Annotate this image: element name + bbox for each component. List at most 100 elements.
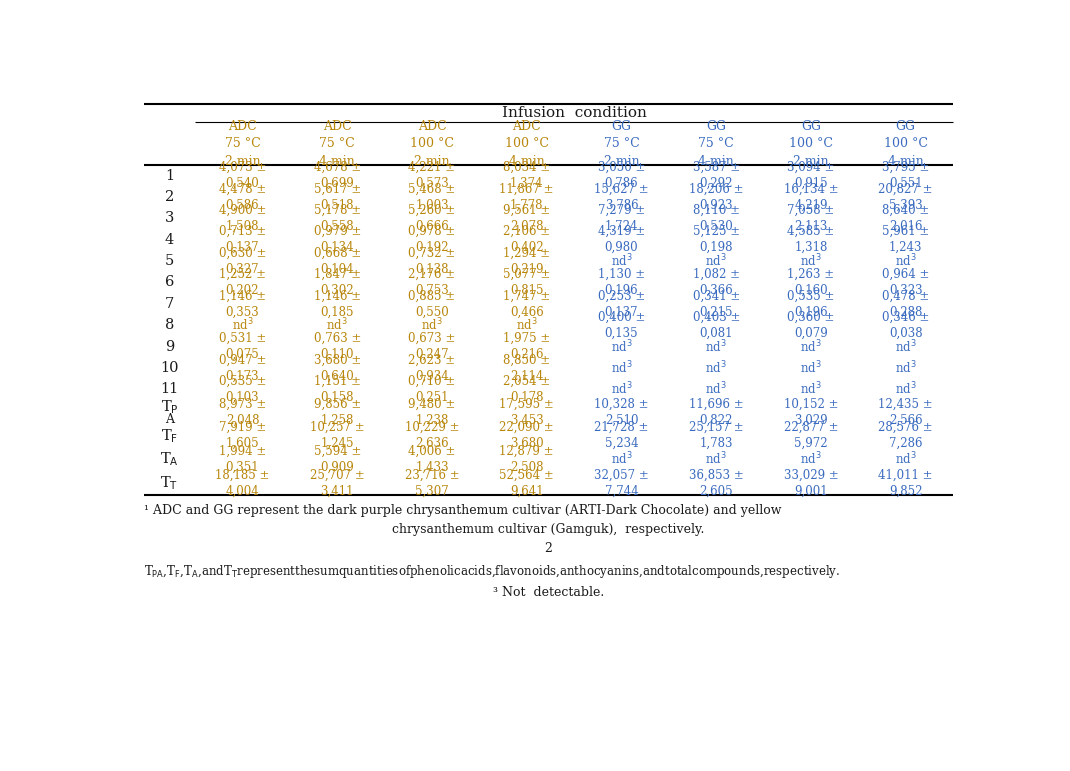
Text: 9,480 ±
1,238: 9,480 ± 1,238 — [409, 397, 456, 426]
Text: 52,564 ±
9,641: 52,564 ± 9,641 — [500, 469, 554, 497]
Text: 1,151 ±
0,158: 1,151 ± 0,158 — [314, 375, 361, 404]
Text: 8,850 ±
2,114: 8,850 ± 2,114 — [503, 353, 550, 382]
Text: ADC
75 °C
2 min: ADC 75 °C 2 min — [225, 120, 260, 167]
Text: nd$^3$: nd$^3$ — [895, 253, 917, 269]
Text: ADC
100 °C
2 min: ADC 100 °C 2 min — [410, 120, 454, 167]
Text: 0,360 ±
0,079: 0,360 ± 0,079 — [788, 311, 835, 340]
Text: 0,341 ±
0,215: 0,341 ± 0,215 — [692, 289, 739, 318]
Text: 2,054 ±
0,178: 2,054 ± 0,178 — [503, 375, 550, 404]
Text: 0,964 ±
0,323: 0,964 ± 0,323 — [882, 268, 930, 297]
Text: 9: 9 — [165, 339, 174, 354]
Text: 0,978 ±
0,192: 0,978 ± 0,192 — [409, 225, 456, 254]
Text: 0,710 ±
0,251: 0,710 ± 0,251 — [409, 375, 456, 404]
Text: nd$^3$: nd$^3$ — [895, 451, 917, 468]
Text: nd$^3$: nd$^3$ — [705, 381, 728, 398]
Text: 18,185 ±
4,004: 18,185 ± 4,004 — [215, 469, 270, 497]
Text: 5,468 ±
1,003: 5,468 ± 1,003 — [409, 183, 456, 211]
Text: ¹ ADC and GG represent the dark purple chrysanthemum cultivar (ARTI-Dark Chocola: ¹ ADC and GG represent the dark purple c… — [143, 504, 781, 517]
Text: nd$^3$: nd$^3$ — [800, 381, 822, 398]
Text: 9,856 ±
1,258: 9,856 ± 1,258 — [314, 397, 361, 426]
Text: GG
75 °C
4 min: GG 75 °C 4 min — [699, 120, 734, 167]
Text: 22,090 ±
3,680: 22,090 ± 3,680 — [500, 421, 554, 450]
Text: 18,206 ±
0,923: 18,206 ± 0,923 — [689, 183, 744, 211]
Text: 0,346 ±
0,038: 0,346 ± 0,038 — [882, 311, 930, 340]
Text: 8,110 ±
0,530: 8,110 ± 0,530 — [692, 204, 739, 233]
Text: 10,328 ±
2,510: 10,328 ± 2,510 — [594, 397, 648, 426]
Text: 22,877 ±
5,972: 22,877 ± 5,972 — [783, 421, 838, 450]
Text: T$_\mathrm{P}$: T$_\mathrm{P}$ — [160, 399, 179, 416]
Text: 5,617 ±
0,518: 5,617 ± 0,518 — [314, 183, 361, 211]
Text: 3,587 ±
0,292: 3,587 ± 0,292 — [692, 161, 739, 190]
Text: 4,585 ±
1,318: 4,585 ± 1,318 — [788, 225, 835, 254]
Text: 0,403 ±
0,081: 0,403 ± 0,081 — [692, 311, 739, 340]
Text: 25,707 ±
3,411: 25,707 ± 3,411 — [310, 469, 365, 497]
Text: ³ Not  detectable.: ³ Not detectable. — [493, 586, 603, 598]
Text: 5,178 ±
0,558: 5,178 ± 0,558 — [314, 204, 361, 233]
Text: nd$^3$: nd$^3$ — [800, 360, 822, 376]
Text: T$_{\mathrm{PA}}$,T$_{\mathrm{F}}$,T$_{\mathrm{A}}$,andT$_{\mathrm{T}}$represent: T$_{\mathrm{PA}}$,T$_{\mathrm{F}}$,T$_{\… — [143, 563, 840, 580]
Text: nd$^3$: nd$^3$ — [611, 360, 632, 376]
Text: 7,279 ±
1,724: 7,279 ± 1,724 — [598, 204, 645, 233]
Text: 4,221 ±
0,573: 4,221 ± 0,573 — [409, 161, 456, 190]
Text: 32,057 ±
7,744: 32,057 ± 7,744 — [594, 469, 648, 497]
Text: 5,594 ±
0,909: 5,594 ± 0,909 — [314, 445, 361, 474]
Text: 0,253 ±
0,137: 0,253 ± 0,137 — [598, 289, 645, 318]
Text: 1,294 ±
0,219: 1,294 ± 0,219 — [503, 247, 550, 275]
Text: 1,994 ±
0,351: 1,994 ± 0,351 — [219, 445, 266, 474]
Text: GG
75 °C
2 min: GG 75 °C 2 min — [603, 120, 640, 167]
Text: 1,975 ±
0,216: 1,975 ± 0,216 — [503, 332, 550, 361]
Text: nd$^3$: nd$^3$ — [326, 317, 348, 334]
Text: 21,728 ±
5,234: 21,728 ± 5,234 — [594, 421, 648, 450]
Text: 0,673 ±
0,247: 0,673 ± 0,247 — [409, 332, 456, 361]
Text: 5,961 ±
1,243: 5,961 ± 1,243 — [882, 225, 930, 254]
Text: T$_\mathrm{T}$: T$_\mathrm{T}$ — [160, 474, 179, 492]
Text: 4,900 ±
1,508: 4,900 ± 1,508 — [218, 204, 266, 233]
Text: 12,879 ±
2,508: 12,879 ± 2,508 — [500, 445, 554, 474]
Text: 4,678 ±
0,699: 4,678 ± 0,699 — [314, 161, 361, 190]
Text: 8,034 ±
1,374: 8,034 ± 1,374 — [503, 161, 550, 190]
Text: 17,595 ±
3,453: 17,595 ± 3,453 — [500, 397, 554, 426]
Text: nd$^3$: nd$^3$ — [231, 317, 254, 334]
Text: 1,263 ±
0,160: 1,263 ± 0,160 — [788, 268, 835, 297]
Text: 15,627 ±
3,786: 15,627 ± 3,786 — [594, 183, 648, 211]
Text: 0,947 ±
0,173: 0,947 ± 0,173 — [218, 353, 266, 382]
Text: nd$^3$: nd$^3$ — [800, 253, 822, 269]
Text: 28,576 ±
7,286: 28,576 ± 7,286 — [878, 421, 933, 450]
Text: 3,680 ±
0,640: 3,680 ± 0,640 — [314, 353, 361, 382]
Text: 7: 7 — [165, 297, 174, 311]
Text: nd$^3$: nd$^3$ — [800, 338, 822, 355]
Text: 2: 2 — [165, 190, 174, 204]
Text: 0,630 ±
0,327: 0,630 ± 0,327 — [218, 247, 266, 275]
Text: nd$^3$: nd$^3$ — [705, 253, 728, 269]
Text: 2,623 ±
0,934: 2,623 ± 0,934 — [409, 353, 456, 382]
Text: GG
100 °C
2 min: GG 100 °C 2 min — [789, 120, 832, 167]
Text: nd$^3$: nd$^3$ — [611, 253, 632, 269]
Text: 1,146 ±
0,185: 1,146 ± 0,185 — [314, 289, 361, 318]
Text: nd$^3$: nd$^3$ — [800, 451, 822, 468]
Text: GG
100 °C
4 min: GG 100 °C 4 min — [884, 120, 928, 167]
Text: 5,260 ±
0,666: 5,260 ± 0,666 — [409, 204, 456, 233]
Text: 12,435 ±
2,566: 12,435 ± 2,566 — [878, 397, 933, 426]
Text: 0,535 ±
0,103: 0,535 ± 0,103 — [218, 375, 266, 404]
Text: nd$^3$: nd$^3$ — [611, 338, 632, 355]
Text: 7,058 ±
2,113: 7,058 ± 2,113 — [788, 204, 835, 233]
Text: 41,011 ±
9,852: 41,011 ± 9,852 — [878, 469, 933, 497]
Text: 1,747 ±
0,466: 1,747 ± 0,466 — [503, 289, 550, 318]
Text: 16,134 ±
4,219: 16,134 ± 4,219 — [783, 183, 838, 211]
Text: 10,257 ±
1,245: 10,257 ± 1,245 — [310, 421, 365, 450]
Text: 1,130 ±
0,196: 1,130 ± 0,196 — [598, 268, 645, 297]
Text: chrysanthemum cultivar (Gamguk),  respectively.: chrysanthemum cultivar (Gamguk), respect… — [393, 523, 704, 536]
Text: T$_\mathrm{F}$: T$_\mathrm{F}$ — [160, 427, 178, 445]
Text: 3: 3 — [165, 211, 174, 225]
Text: A: A — [165, 412, 174, 426]
Text: 8: 8 — [165, 318, 174, 332]
Text: nd$^3$: nd$^3$ — [705, 360, 728, 376]
Text: ADC
100 °C
4 min: ADC 100 °C 4 min — [505, 120, 549, 167]
Text: 1,847 ±
0,302: 1,847 ± 0,302 — [314, 268, 361, 297]
Text: 11,696 ±
0,822: 11,696 ± 0,822 — [689, 397, 744, 426]
Text: 5: 5 — [165, 254, 174, 268]
Text: ADC
75 °C
4 min: ADC 75 °C 4 min — [319, 120, 355, 167]
Text: nd$^3$: nd$^3$ — [895, 360, 917, 376]
Text: 33,029 ±
9,001: 33,029 ± 9,001 — [783, 469, 838, 497]
Text: 9,561 ±
2,078: 9,561 ± 2,078 — [503, 204, 550, 233]
